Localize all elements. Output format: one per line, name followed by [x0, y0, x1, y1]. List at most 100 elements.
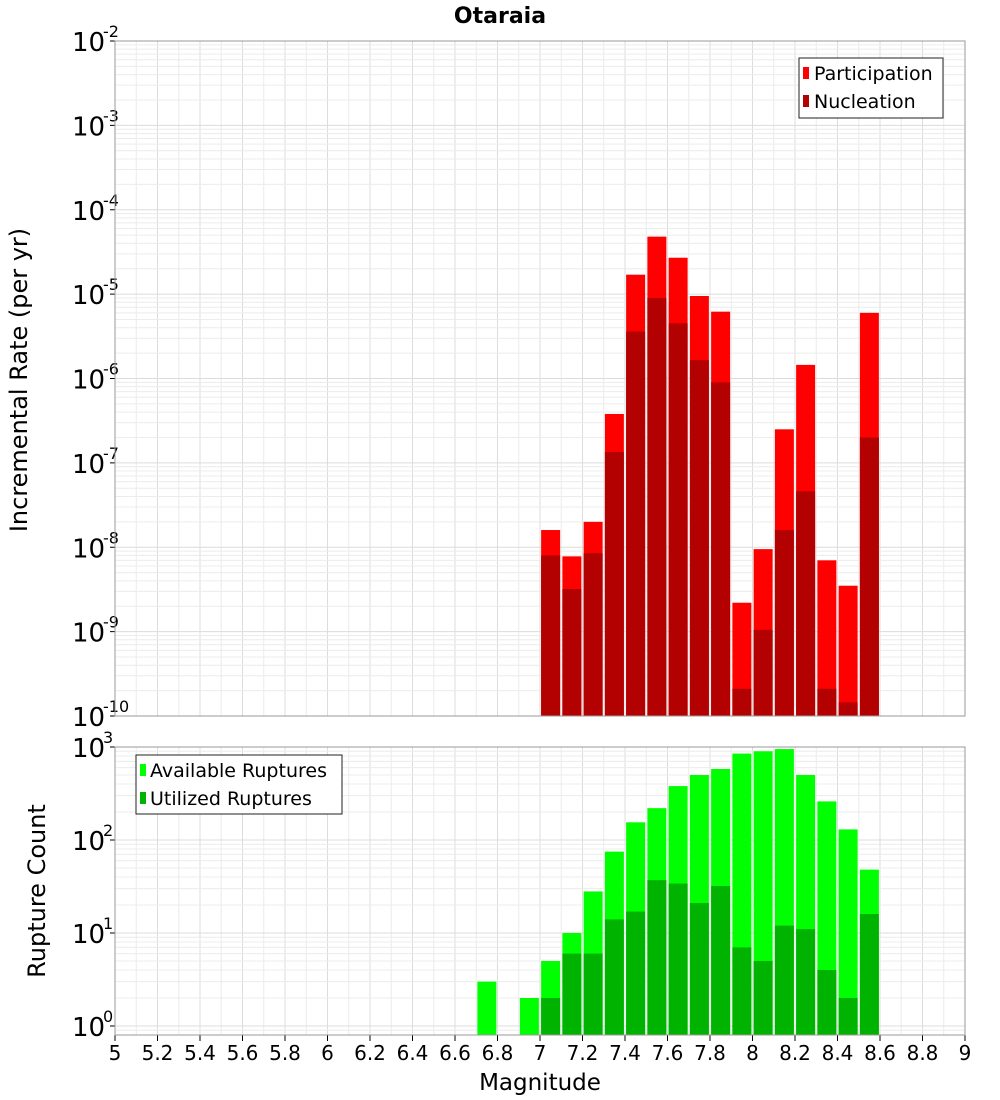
rate-y-tick-exponent: -4	[103, 191, 119, 210]
rate-y-tick-exponent: -2	[103, 22, 119, 41]
x-tick: 6.6	[439, 1035, 471, 1065]
utilized-rupturesbar	[838, 997, 858, 1035]
nucleationbar	[604, 451, 624, 716]
x-tick: 8	[746, 1035, 759, 1065]
x-tick: 9	[959, 1035, 971, 1065]
x-tick: 5.6	[227, 1035, 259, 1065]
nucleationbar	[774, 530, 794, 716]
rate-y-tick-base: 10	[72, 112, 105, 142]
utilized-legend-label: Utilized Ruptures	[150, 788, 312, 810]
x-tick-label: 7	[534, 1041, 547, 1065]
x-tick-label: 5.6	[227, 1041, 259, 1065]
rate-plot-border	[114, 40, 966, 717]
x-tick: 6.4	[397, 1035, 428, 1065]
rate-y-tick-exponent: -8	[103, 528, 119, 547]
rate-gridlines	[114, 40, 966, 717]
count-y-tick-base: 10	[72, 734, 105, 764]
rate-y-tick-label: 10-8	[72, 528, 119, 564]
count-legend: Available Ruptures Utilized Ruptures	[135, 754, 343, 815]
count-bars	[477, 749, 879, 1035]
x-tick-label: 8.4	[822, 1041, 854, 1065]
participationbar	[838, 585, 858, 716]
rate-y-tick-base: 10	[72, 619, 105, 649]
x-axis-label: Magnitude	[479, 1070, 601, 1096]
x-tick-label: 5.2	[142, 1041, 174, 1065]
count-y-tick-base: 10	[72, 827, 105, 857]
x-tick: 5.8	[269, 1035, 301, 1065]
x-tick: 8.4	[822, 1035, 854, 1065]
utilized-rupturesbar	[817, 969, 837, 1035]
rate-y-tick-label: 10-4	[72, 191, 119, 227]
rate-y-tick-label: 10-9	[72, 613, 119, 649]
x-tick: 7.8	[694, 1035, 726, 1065]
utilized-rupturesbar	[647, 880, 667, 1035]
utilized-rupturesbar	[626, 911, 646, 1035]
x-tick: 6.2	[354, 1035, 386, 1065]
rate-y-axis-label: Incremental Rate (per yr)	[5, 228, 33, 532]
rate-y-tick-base: 10	[72, 366, 105, 396]
rate-legend: Participation Nucleation	[798, 57, 944, 119]
available-rupturesbar	[477, 981, 497, 1035]
x-tick-label: 7.2	[567, 1041, 599, 1065]
count-y-tick-label: 101	[72, 914, 115, 950]
x-tick: 6.8	[482, 1035, 514, 1065]
nucleationbar	[753, 629, 773, 716]
utilized-rupturesbar	[541, 997, 561, 1035]
nucleationbar	[541, 555, 561, 716]
nucleationbar	[668, 323, 688, 716]
rate-y-tick-exponent: -6	[103, 360, 119, 379]
x-tick-label: 6	[321, 1041, 334, 1065]
x-tick: 7.2	[567, 1035, 599, 1065]
count-legend-box	[135, 754, 343, 815]
rate-y-tick-label: 10-5	[72, 275, 119, 311]
count-y-tick-exponent: 2	[103, 821, 113, 840]
x-tick: 8.2	[779, 1035, 811, 1065]
count-plot-border	[114, 746, 966, 1036]
rate-y-tick-exponent: -5	[103, 275, 119, 294]
utilized-rupturesbar	[753, 960, 773, 1035]
x-tick-label: 5.8	[269, 1041, 301, 1065]
utilized-rupturesbar	[689, 903, 709, 1035]
x-tick-label: 8.2	[779, 1041, 811, 1065]
x-tick-label: 6.8	[482, 1041, 514, 1065]
rate-y-tick-label: 10-7	[72, 444, 119, 480]
count-y-tick-base: 10	[72, 1013, 105, 1043]
nucleation-legend-swatch	[803, 95, 809, 107]
x-tick-label: 8.6	[864, 1041, 896, 1065]
chart-title: Otaraia	[454, 4, 546, 29]
rate-y-tick-base: 10	[72, 703, 105, 733]
rate-y-tick-label: 10-2	[72, 22, 119, 58]
nucleationbar	[647, 297, 667, 716]
participation-legend-swatch	[803, 67, 809, 79]
available-legend-swatch	[140, 764, 146, 776]
x-tick: 8.8	[907, 1035, 938, 1065]
x-tick: 5	[109, 1035, 122, 1065]
rate-y-tick-label: 10-10	[72, 697, 129, 733]
participation-legend-label: Participation	[814, 63, 933, 85]
count-y-tick-label: 100	[72, 1007, 115, 1043]
nucleationbar	[689, 360, 709, 716]
rate-y-tick-label: 10-3	[72, 106, 119, 142]
count-x-ticks: 5 5.2 5.4 5.6 5.8 6 6.2 6.4 6.6 6.8 7 7.2 7.4 7.6 7.8 8…	[109, 1035, 971, 1065]
x-tick-label: 5	[109, 1041, 122, 1065]
rate-y-tick-base: 10	[72, 197, 105, 227]
x-tick-label: 6.6	[439, 1041, 471, 1065]
nucleationbar	[583, 553, 603, 716]
utilized-rupturesbar	[583, 953, 603, 1035]
rate-y-tick-exponent: -3	[103, 106, 119, 125]
utilized-rupturesbar	[732, 947, 752, 1035]
x-tick-label: 6.2	[354, 1041, 386, 1065]
x-tick-label: 7.4	[609, 1041, 641, 1065]
available-rupturesbar	[838, 829, 858, 1035]
rate-y-tick-base: 10	[72, 28, 105, 58]
count-y-tick-base: 10	[72, 920, 105, 950]
utilized-rupturesbar	[668, 883, 688, 1035]
available-rupturesbar	[519, 997, 539, 1035]
nucleationbar	[838, 702, 858, 716]
rate-bars	[541, 236, 879, 716]
utilized-rupturesbar	[774, 925, 794, 1035]
rate-y-tick-exponent: -7	[103, 444, 119, 463]
nucleationbar	[711, 382, 731, 716]
